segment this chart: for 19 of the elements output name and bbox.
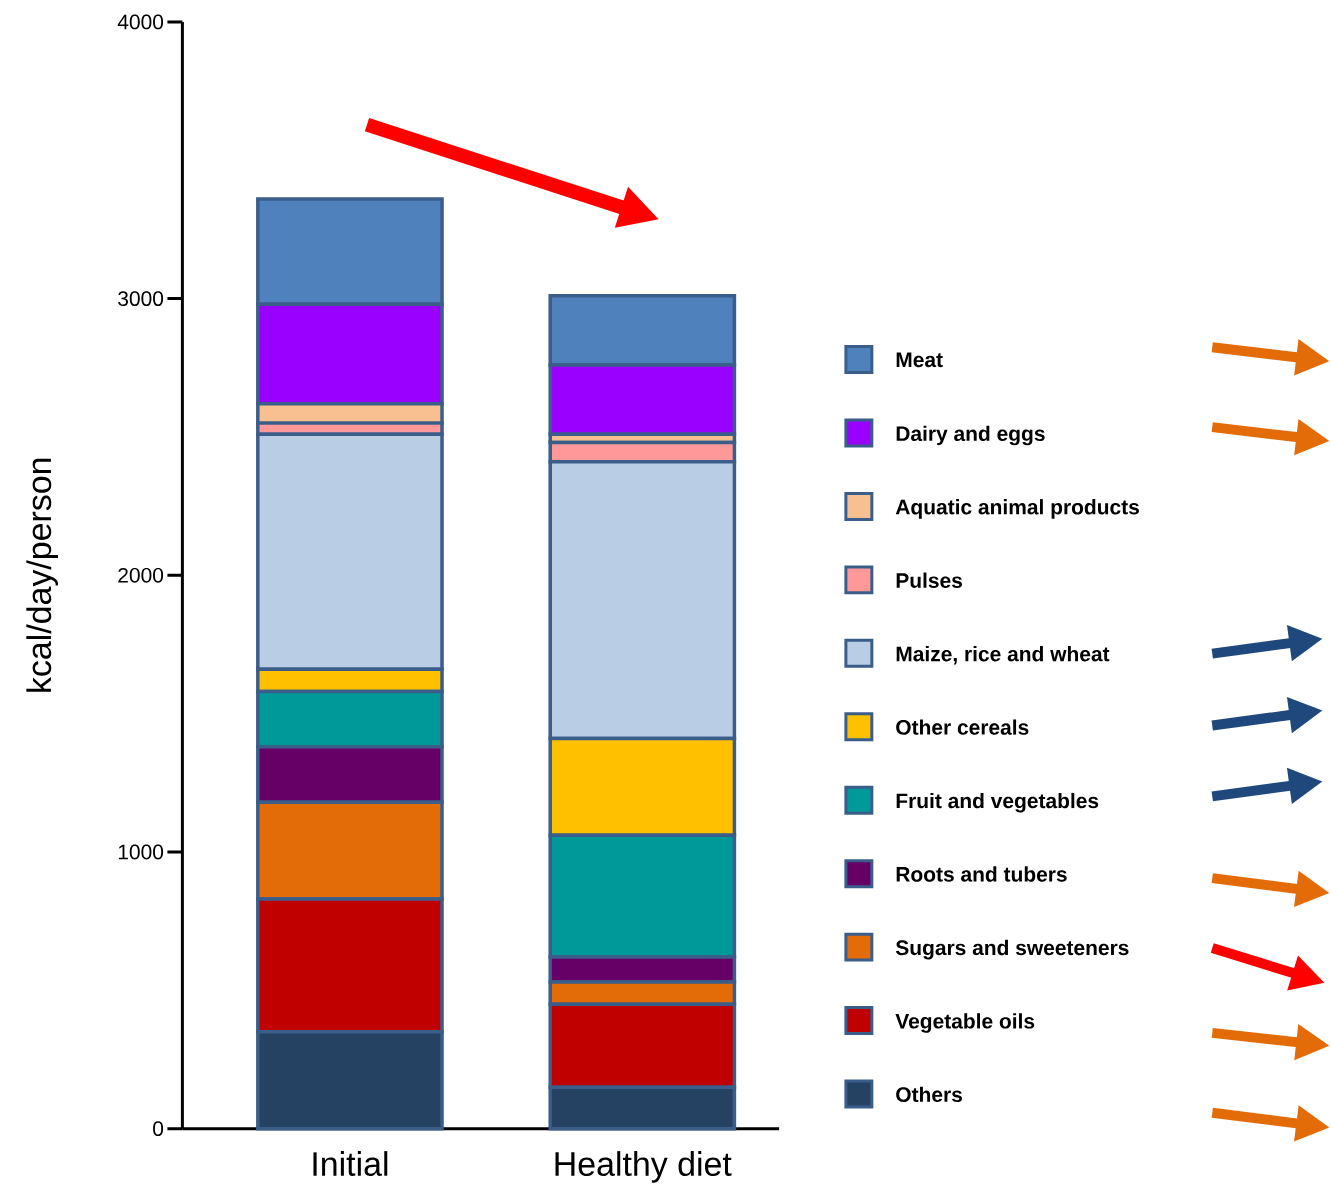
legend-label: Meat xyxy=(896,352,943,368)
y-axis-title: kcal/day/person xyxy=(26,458,58,693)
y-tick-label: 2000 xyxy=(118,568,164,583)
legend-label: Other cereals xyxy=(896,719,1029,736)
y-tick-label: 0 xyxy=(153,1121,164,1137)
legend-label: Sugars and sweeteners xyxy=(895,940,1129,960)
legend-label: Others xyxy=(896,1086,962,1103)
x-tick-label: Initial xyxy=(313,1151,388,1177)
legend-label: Dairy and eggs xyxy=(896,425,1045,446)
x-tick-label: Healthy diet xyxy=(555,1151,732,1183)
legend-label: Aquatic animal products xyxy=(895,499,1139,519)
legend-label: Fruit and vegetables xyxy=(896,793,1099,813)
y-tick-label: 1000 xyxy=(118,844,164,860)
legend-label: Pulses xyxy=(896,572,962,589)
legend-label: Maize, rice and wheat xyxy=(896,646,1110,665)
y-tick-label: 3000 xyxy=(118,291,164,307)
legend-label: Roots and tubers xyxy=(896,866,1067,882)
y-tick-label: 4000 xyxy=(117,14,164,30)
legend-label: Vegetable oils xyxy=(895,1013,1035,1034)
